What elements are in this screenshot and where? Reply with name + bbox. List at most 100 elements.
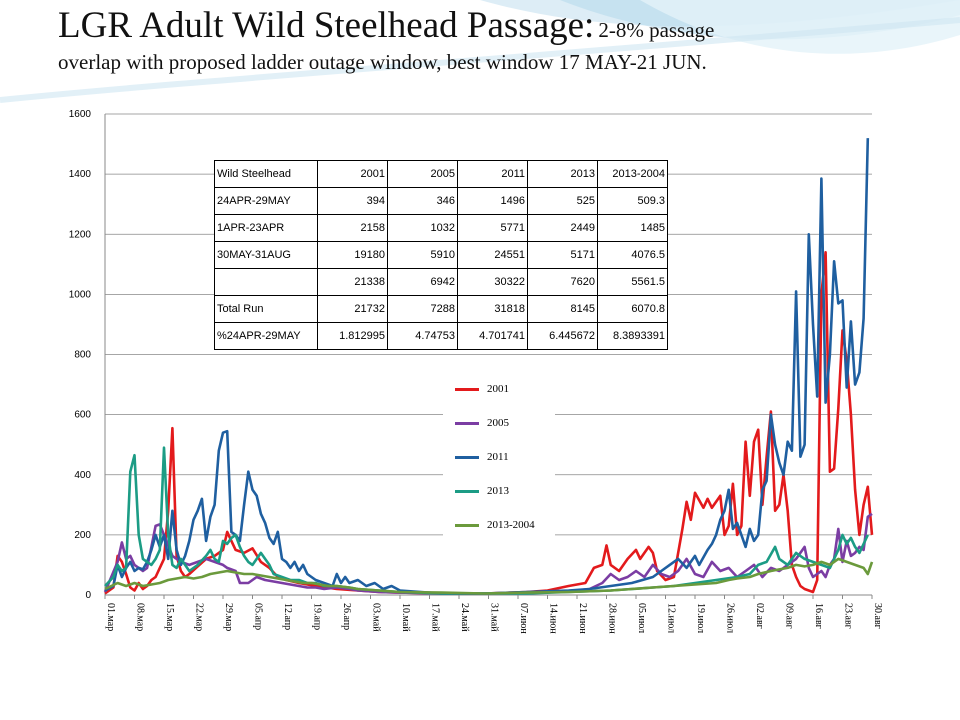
legend-swatch xyxy=(455,387,479,391)
table-header-row: Wild Steelhead 2001 2005 2011 2013 2013-2004 xyxy=(214,160,668,188)
table-cell: 24551 xyxy=(457,241,528,269)
table-row-label: Total Run xyxy=(214,295,318,323)
y-tick-label: 600 xyxy=(74,410,91,421)
x-tick-label: 14.июн xyxy=(548,603,559,634)
table-row: 30MAY-31AUG 19180 5910 24551 5171 4076.5 xyxy=(214,241,668,269)
table-cell: 509.3 xyxy=(597,187,668,215)
x-tick-label: 16.авг xyxy=(813,603,824,629)
table-cell: 2011 xyxy=(457,160,528,188)
x-tick-label: 08.мар xyxy=(135,603,146,631)
table-cell: 5771 xyxy=(457,214,528,242)
table-cell: 1496 xyxy=(457,187,528,215)
x-tick-label: 21.июн xyxy=(577,603,588,634)
table-cell: 6070.8 xyxy=(597,295,668,323)
table-cell: 6.445672 xyxy=(527,322,598,350)
x-tick-label: 17.май xyxy=(430,603,441,632)
table-cell: 31818 xyxy=(457,295,528,323)
y-tick-label: 1000 xyxy=(69,289,92,300)
table-cell: 2449 xyxy=(527,214,598,242)
x-tick-label: 09.авг xyxy=(784,603,795,629)
table-cell: 21338 xyxy=(317,268,388,296)
table-row-label: 1APR-23APR xyxy=(214,214,318,242)
y-tick-label: 200 xyxy=(74,530,91,541)
x-tick-label: 26.июл xyxy=(725,603,736,633)
x-tick-label: 10.май xyxy=(400,603,411,632)
page-title: LGR Adult Wild Steelhead Passage: 2-8% p… xyxy=(58,5,948,74)
legend-swatch xyxy=(455,455,479,459)
series-line-2013-2004 xyxy=(104,557,874,595)
chart-legend: 2001 2005 2011 2013 2013-2004 xyxy=(443,375,555,545)
table-cell: 5910 xyxy=(387,241,458,269)
x-tick-label: 02.авг xyxy=(754,603,765,629)
table-cell: 7288 xyxy=(387,295,458,323)
legend-label: 2001 xyxy=(487,383,509,395)
table-cell: 525 xyxy=(527,187,598,215)
table-cell: 30322 xyxy=(457,268,528,296)
table-row-label: Wild Steelhead xyxy=(214,160,318,188)
x-tick-label: 24.май xyxy=(459,603,470,632)
table-row: 21338 6942 30322 7620 5561.5 xyxy=(214,268,668,296)
table-cell: 1032 xyxy=(387,214,458,242)
x-tick-label: 19.июл xyxy=(695,603,706,633)
x-tick-label: 03.май xyxy=(371,603,382,632)
table-cell: 5561.5 xyxy=(597,268,668,296)
y-tick-label: 0 xyxy=(85,590,91,601)
x-tick-label: 28.июн xyxy=(607,603,618,634)
x-tick-label: 01.мар xyxy=(105,603,116,631)
y-tick-label: 400 xyxy=(74,470,91,481)
table-cell: 1485 xyxy=(597,214,668,242)
series-line-2001 xyxy=(104,251,874,595)
table-cell: 2013 xyxy=(527,160,598,188)
x-tick-label: 19.апр xyxy=(312,603,323,630)
legend-swatch xyxy=(455,489,479,493)
table-row: Total Run 21732 7288 31818 8145 6070.8 xyxy=(214,295,668,323)
y-tick-label: 800 xyxy=(74,350,91,361)
x-tick-label: 26.апр xyxy=(341,603,352,630)
legend-item: 2005 xyxy=(455,417,509,429)
title-main: LGR Adult Wild Steelhead Passage: xyxy=(58,5,595,46)
legend-item: 2013 xyxy=(455,485,509,497)
x-tick-label: 05.июл xyxy=(636,603,647,633)
y-tick-label: 1600 xyxy=(69,109,92,120)
passage-summary-table: Wild Steelhead 2001 2005 2011 2013 2013-2004 2… xyxy=(214,160,668,350)
table-row: 24APR-29MAY 394 346 1496 525 509.3 xyxy=(214,187,668,215)
table-cell: 1.812995 xyxy=(317,322,388,350)
x-tick-label: 30.авг xyxy=(872,603,883,629)
legend-item: 2001 xyxy=(455,383,509,395)
table-cell: 6942 xyxy=(387,268,458,296)
legend-swatch xyxy=(455,523,479,527)
title-sub-part1: 2-8% passage xyxy=(598,18,715,42)
title-sub-part2: overlap with proposed ladder outage wind… xyxy=(58,49,707,74)
table-cell: 394 xyxy=(317,187,388,215)
legend-label: 2013-2004 xyxy=(487,519,535,531)
series-line-2011 xyxy=(104,138,870,595)
legend-item: 2013-2004 xyxy=(455,519,535,531)
x-tick-label: 05.апр xyxy=(253,603,264,630)
table-cell: 4076.5 xyxy=(597,241,668,269)
x-tick-label: 29.мар xyxy=(223,603,234,631)
legend-item: 2011 xyxy=(455,451,509,463)
legend-label: 2011 xyxy=(487,451,509,463)
table-row-label: 30MAY-31AUG xyxy=(214,241,318,269)
table-cell: 2158 xyxy=(317,214,388,242)
table-cell: 4.74753 xyxy=(387,322,458,350)
table-row-label: %24APR-29MAY xyxy=(214,322,318,350)
x-tick-label: 22.мар xyxy=(194,603,205,631)
table-row-label xyxy=(214,268,318,296)
x-tick-label: 12.апр xyxy=(282,603,293,630)
table-cell: 2013-2004 xyxy=(597,160,668,188)
table-cell: 7620 xyxy=(527,268,598,296)
table-row: %24APR-29MAY 1.812995 4.74753 4.701741 6.445… xyxy=(214,322,668,350)
x-tick-label: 23.авг xyxy=(843,603,854,629)
table-cell: 5171 xyxy=(527,241,598,269)
table-row-label: 24APR-29MAY xyxy=(214,187,318,215)
table-cell: 19180 xyxy=(317,241,388,269)
table-cell: 2005 xyxy=(387,160,458,188)
table-cell: 2001 xyxy=(317,160,388,188)
table-cell: 8.3893391 xyxy=(597,322,668,350)
y-tick-label: 1400 xyxy=(69,169,92,180)
x-tick-label: 12.июл xyxy=(666,603,677,633)
y-tick-label: 1200 xyxy=(69,229,92,240)
table-cell: 21732 xyxy=(317,295,388,323)
